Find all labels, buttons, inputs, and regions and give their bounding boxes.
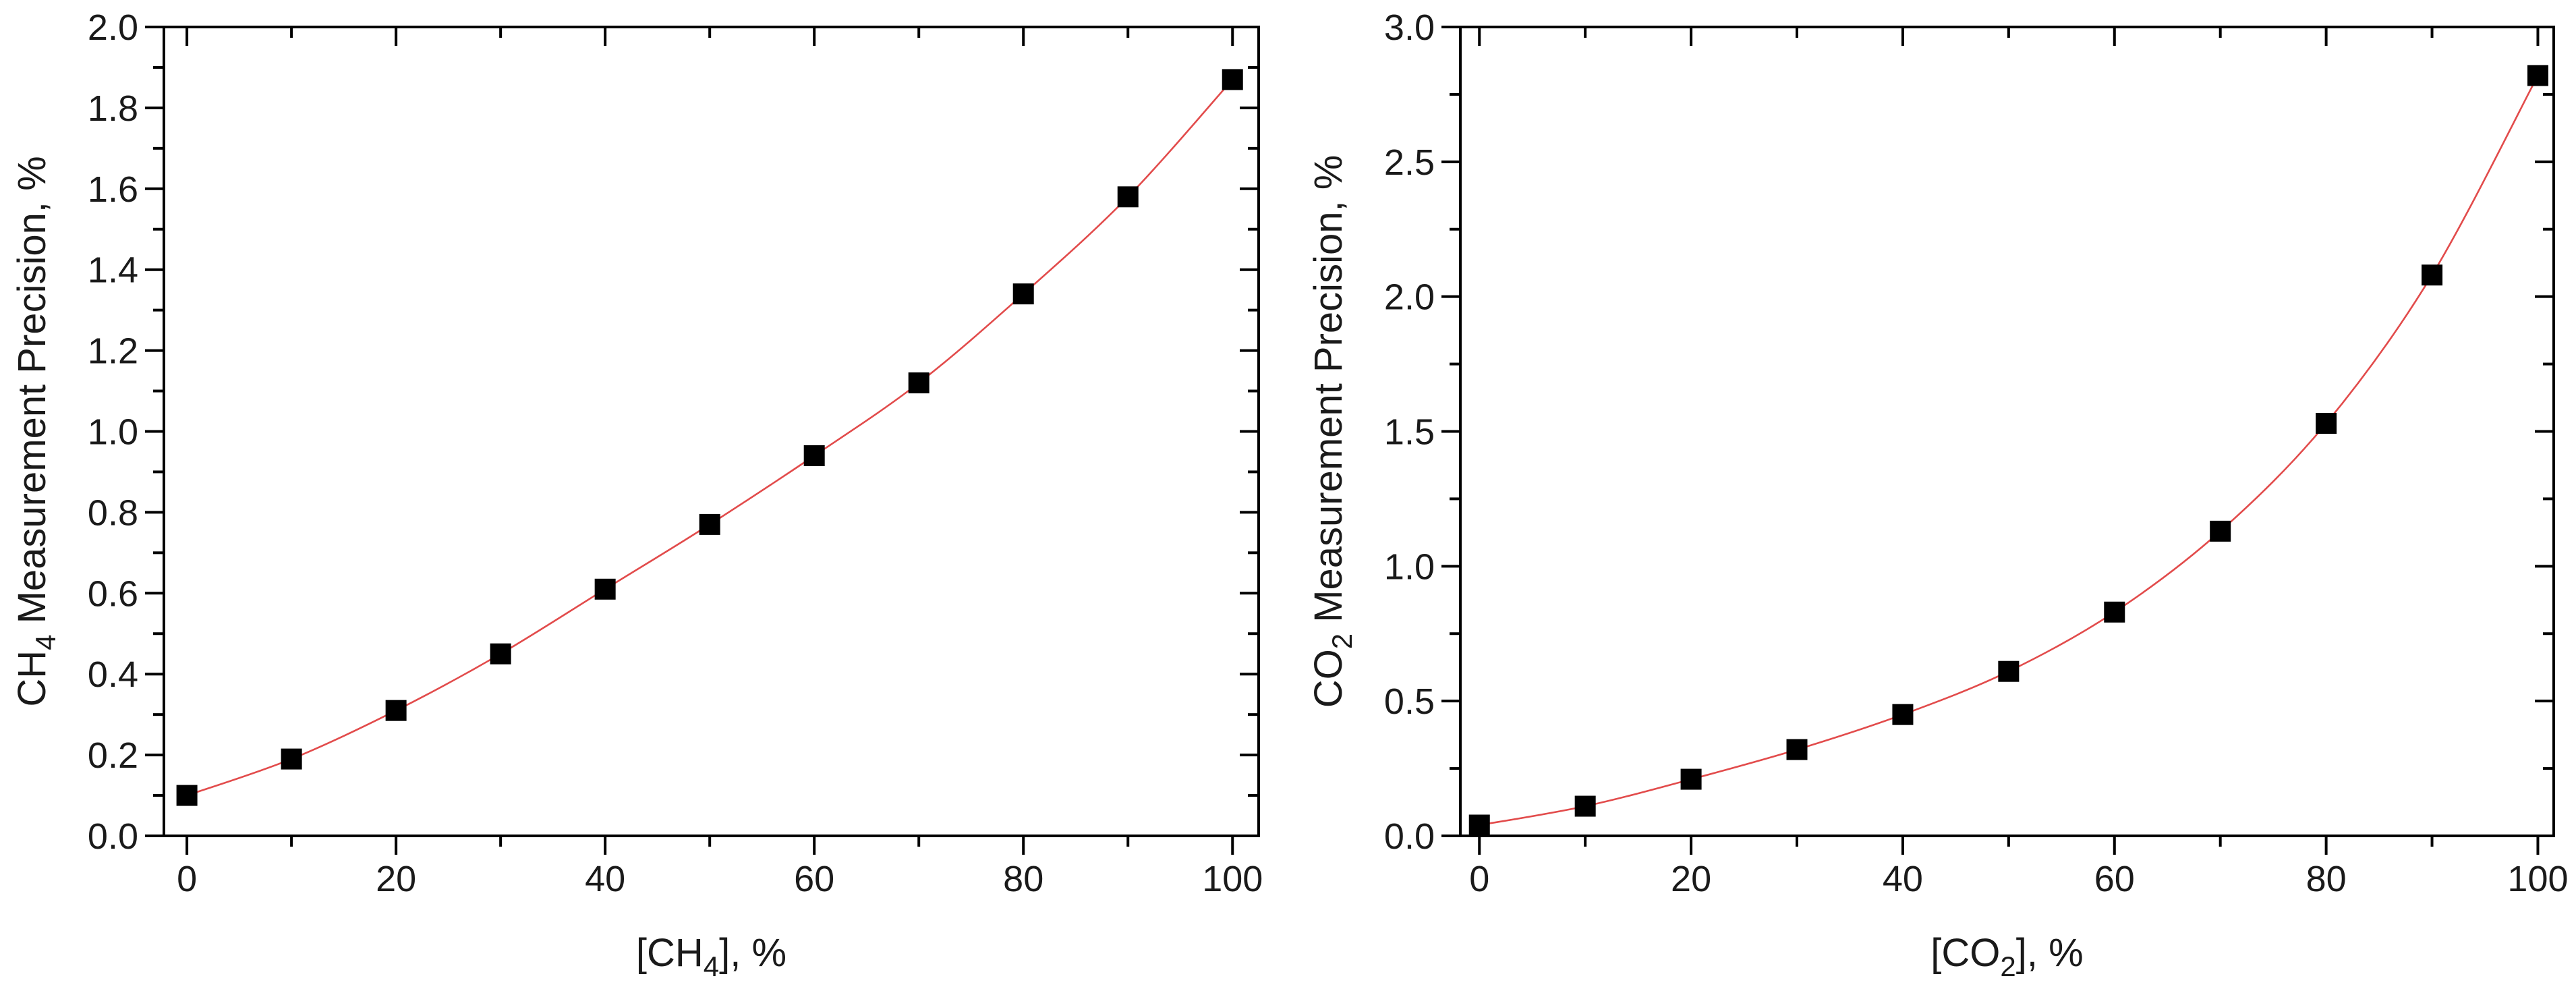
fit-line [1479,75,2539,826]
data-point [2210,520,2231,542]
y-tick-label: 0.4 [88,654,138,695]
data-point [1786,739,1808,760]
data-point [2104,601,2125,623]
y-axis-title: CH4 Measurement Precision, % [10,156,61,706]
y-axis-title: CO2 Measurement Precision, % [1307,155,1358,708]
data-point [1998,660,2020,682]
data-point [1680,768,1702,790]
data-point [281,748,302,770]
data-point [1222,69,1243,90]
y-tick-label: 3.0 [1384,7,1435,48]
fit-line [186,79,1234,797]
x-tick-label: 80 [2306,859,2347,899]
data-point [2316,413,2337,434]
data-point [1117,186,1139,208]
x-tick-label: 20 [1671,859,1711,899]
y-tick-label: 1.0 [1384,546,1435,587]
y-tick-label: 0.5 [1384,681,1435,722]
x-axis-title: [CH4], % [636,931,786,982]
y-tick-label: 2.0 [1384,277,1435,318]
data-point [2422,264,2443,286]
ch4-chart-panel: 0 20 40 60 80 100 0.0 0.2 0.4 0.6 0.8 1.0 1.2 1.4 1.6 1… [10,7,1263,982]
data-point [803,445,825,466]
data-point [2527,65,2548,86]
x-tick-label: 40 [585,859,625,899]
data-point [1574,795,1596,817]
co2-chart-panel: 0 20 40 60 80 100 0.0 0.5 1.0 1.5 2.0 2.5 3.0 [CO2], … [1307,7,2569,982]
x-tick-label: 60 [794,859,834,899]
plot-frame [163,26,1260,837]
y-tick-label: 0.0 [1384,816,1435,857]
data-point [385,700,407,721]
data-point [699,513,720,535]
data-point [1468,814,1490,836]
data-point [176,785,198,806]
data-point [1892,704,1914,725]
y-tick-label: 1.0 [88,412,138,453]
y-tick-label: 2.5 [1384,142,1435,183]
x-tick-label: 20 [376,859,416,899]
x-axis-title: [CO2], % [1930,931,2083,982]
data-point [594,578,616,600]
data-point [908,372,929,394]
y-tick-label: 1.6 [88,169,138,210]
y-tick-label: 0.2 [88,735,138,776]
x-tick-label: 0 [1469,859,1489,899]
y-tick-label: 1.2 [88,331,138,372]
y-tick-label: 0.8 [88,492,138,533]
x-tick-label: 80 [1003,859,1043,899]
y-tick-label: 1.8 [88,88,138,129]
x-tick-label: 40 [1883,859,1923,899]
data-point [1012,283,1034,305]
x-tick-label: 100 [2507,859,2568,899]
y-tick-label: 2.0 [88,7,138,48]
plot-frame [1459,26,2555,837]
x-tick-label: 100 [1202,859,1263,899]
y-tick-label: 0.6 [88,573,138,614]
x-tick-label: 0 [177,859,197,899]
y-tick-label: 1.5 [1384,412,1435,453]
y-tick-label: 0.0 [88,816,138,857]
data-point [490,643,511,665]
x-tick-label: 60 [2094,859,2135,899]
y-tick-label: 1.4 [88,250,138,291]
